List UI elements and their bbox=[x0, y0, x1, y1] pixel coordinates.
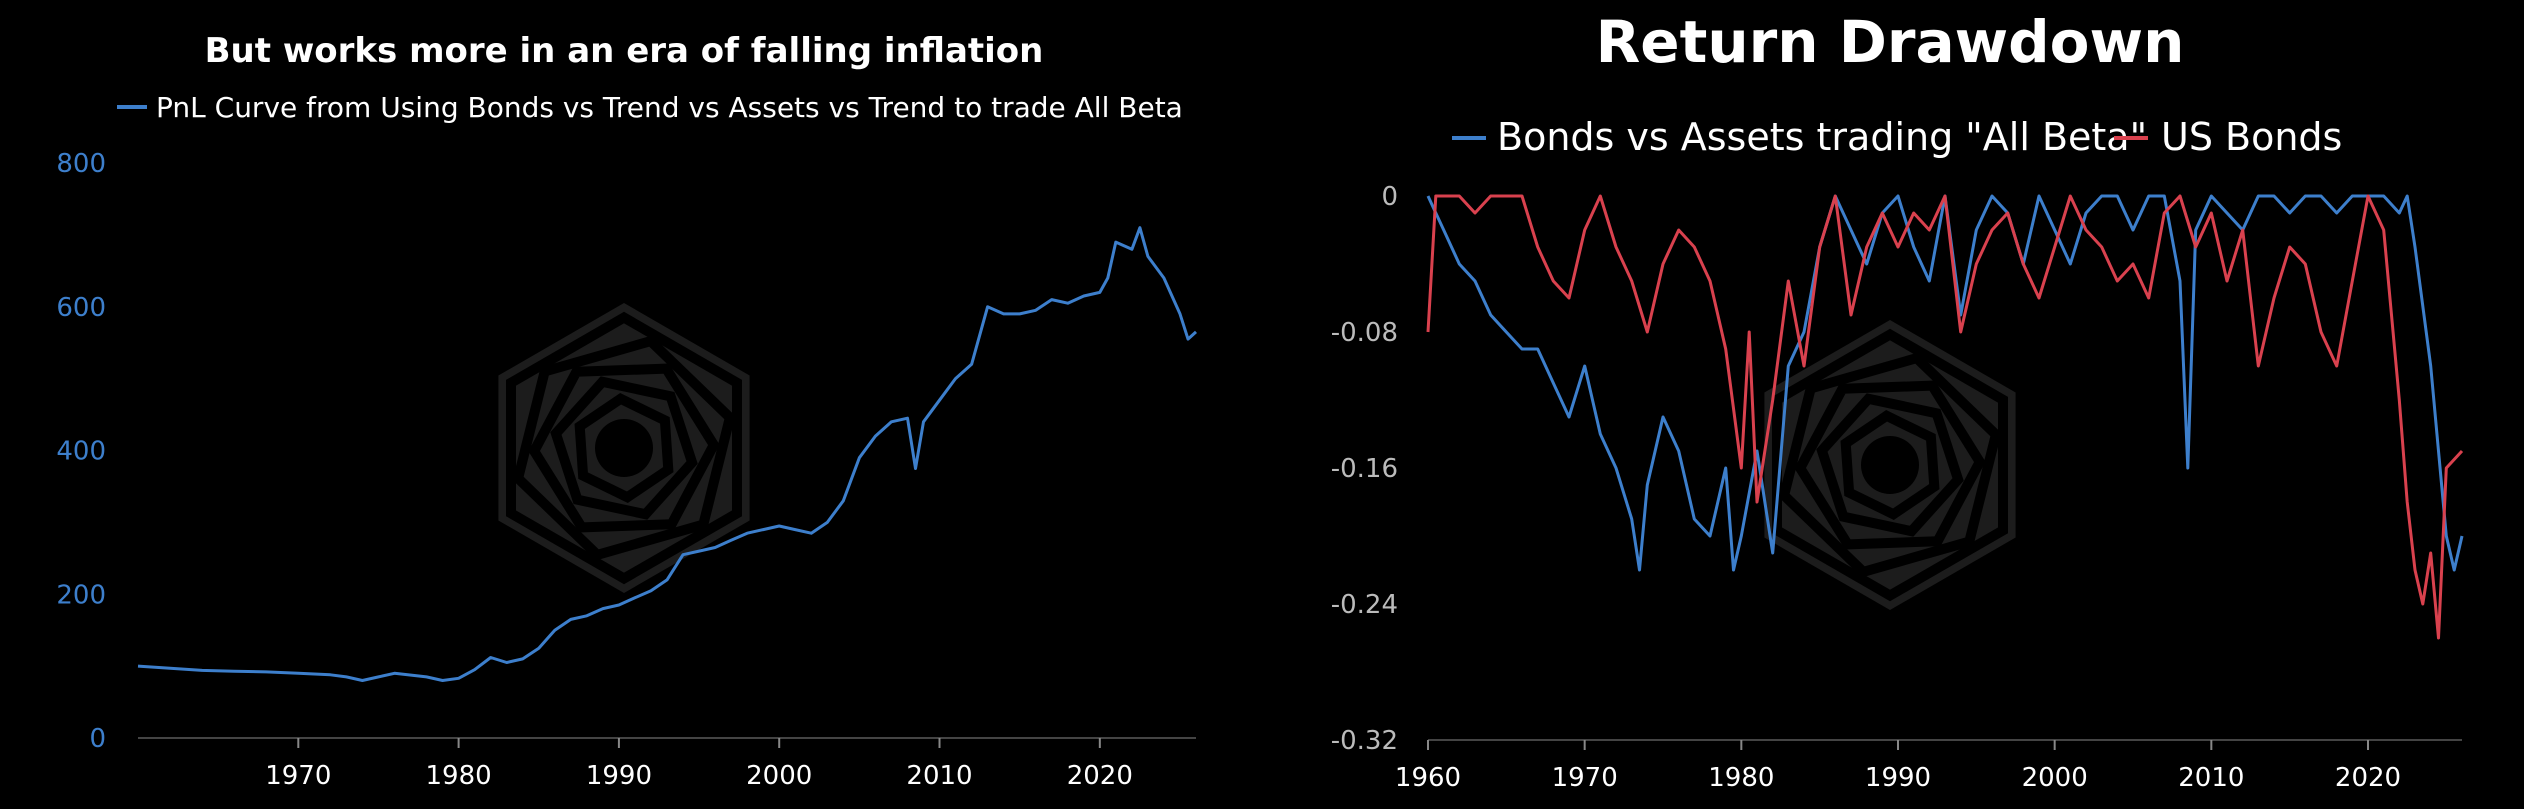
y-tick-label: -0.08 bbox=[1331, 318, 1398, 348]
watermark-spiral-ring bbox=[1816, 393, 1964, 537]
y-tick-label: 800 bbox=[56, 149, 106, 179]
right-chart: Return Drawdown Bonds vs Assets trading … bbox=[1331, 8, 2464, 793]
x-tick-label: 1970 bbox=[1552, 763, 1618, 793]
x-tick-label: 1970 bbox=[265, 761, 331, 791]
left-chart-title: But works more in an era of falling infl… bbox=[205, 31, 1044, 71]
hexagon-spiral-logo-icon bbox=[498, 303, 750, 593]
left-x-ticks: 1970 1980 1990 2000 2010 2020 bbox=[265, 738, 1133, 791]
y-tick-label: 0 bbox=[1381, 182, 1398, 212]
hexagon-spiral-logo-icon bbox=[1764, 320, 2016, 610]
y-tick-label: 0 bbox=[89, 724, 106, 754]
y-tick-label: -0.16 bbox=[1331, 454, 1398, 484]
x-tick-label: 2020 bbox=[1067, 761, 1133, 791]
watermark-spiral-ring bbox=[506, 311, 742, 585]
watermark-spiral-ring bbox=[1840, 410, 1940, 520]
y-tick-label: 400 bbox=[56, 437, 106, 467]
watermark-spiral-ring bbox=[512, 335, 736, 561]
y-tick-label: 600 bbox=[56, 293, 106, 323]
y-tick-label: -0.24 bbox=[1331, 590, 1398, 620]
watermark-spiral-ring bbox=[1778, 352, 2002, 578]
x-tick-label: 2000 bbox=[746, 761, 812, 791]
watermark-center bbox=[1861, 436, 1919, 494]
x-tick-label: 1990 bbox=[1865, 763, 1931, 793]
watermark-spiral-ring bbox=[528, 363, 720, 533]
x-tick-label: 2020 bbox=[2335, 763, 2401, 793]
right-chart-title: Return Drawdown bbox=[1596, 8, 2185, 76]
watermark-center bbox=[595, 419, 653, 477]
y-tick-label: 200 bbox=[56, 580, 106, 610]
left-series-line bbox=[137, 226, 1198, 682]
x-tick-label: 2000 bbox=[2022, 763, 2088, 793]
right-y-ticks: 0 -0.08 -0.16 -0.24 -0.32 bbox=[1331, 182, 1398, 756]
right-x-ticks: 1960 1970 1980 1990 2000 2010 2020 bbox=[1395, 740, 2401, 793]
x-tick-label: 2010 bbox=[906, 761, 972, 791]
left-legend-label: PnL Curve from Using Bonds vs Trend vs A… bbox=[156, 91, 1183, 124]
x-tick-label: 2010 bbox=[2178, 763, 2244, 793]
right-legend-label-2: US Bonds bbox=[2161, 115, 2342, 159]
watermark-spiral-ring bbox=[550, 376, 698, 520]
right-series-line-2 bbox=[1426, 194, 2464, 640]
watermark-spiral-ring bbox=[1794, 380, 1986, 550]
left-chart: But works more in an era of falling infl… bbox=[56, 31, 1198, 791]
x-tick-label: 1980 bbox=[1708, 763, 1774, 793]
y-tick-label: -0.32 bbox=[1331, 726, 1398, 756]
watermark-spiral-ring bbox=[574, 393, 674, 503]
x-tick-label: 1990 bbox=[586, 761, 652, 791]
x-tick-label: 1980 bbox=[426, 761, 492, 791]
left-y-ticks: 0 200 400 600 800 bbox=[56, 149, 106, 754]
watermark-spiral-ring bbox=[1772, 328, 2008, 602]
x-tick-label: 1960 bbox=[1395, 763, 1461, 793]
right-legend-label-1: Bonds vs Assets trading "All Beta" bbox=[1497, 115, 2147, 159]
